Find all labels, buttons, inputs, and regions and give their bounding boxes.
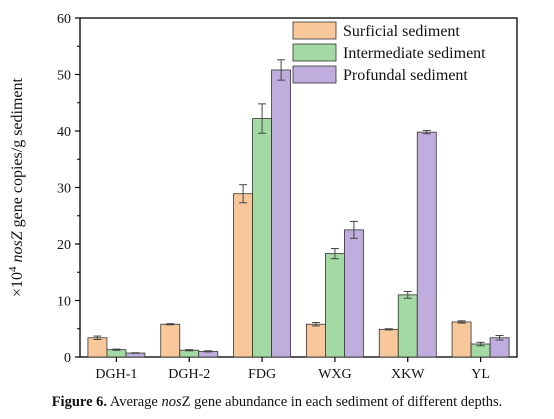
bar xyxy=(160,323,181,358)
y-axis-label-gene: nosZ xyxy=(9,230,26,266)
legend-label: Profundal sediment xyxy=(343,67,468,84)
caption-gene-tail: Z xyxy=(181,394,191,410)
bar xyxy=(106,349,127,358)
figure-caption: Figure 6. Average nosZ gene abundance in… xyxy=(0,394,554,411)
legend-label: Intermediate sediment xyxy=(343,45,486,62)
bar xyxy=(397,294,418,358)
bar xyxy=(489,337,510,358)
legend: Surficial sediment Intermediate sediment P… xyxy=(292,21,486,84)
legend-swatch xyxy=(292,65,337,84)
caption-label: Figure 6. xyxy=(51,394,108,410)
y-tick-label: 20 xyxy=(57,238,71,253)
legend-swatch xyxy=(292,21,337,40)
x-tick-label: DGH-1 xyxy=(95,367,137,382)
y-tick-label: 60 xyxy=(57,12,71,27)
plot-area: 0 10 20 30 40 50 60 ×104 nosZ gene copies/g sed… xyxy=(7,12,518,382)
x-tick-label: WXG xyxy=(318,367,351,382)
y-tick-label: 30 xyxy=(57,182,71,197)
x-tick-label: FDG xyxy=(248,367,276,382)
bar xyxy=(87,337,108,358)
caption-gene-italic: nos xyxy=(161,394,182,410)
y-axis-label-exponent: 4 xyxy=(7,266,19,272)
caption-text-before: Average xyxy=(107,394,162,410)
bar xyxy=(451,321,472,358)
caption-text-after: gene abundance in each sediment of diffe… xyxy=(190,394,503,410)
bar xyxy=(271,69,291,358)
x-tick-label: XKW xyxy=(391,367,425,382)
x-tick-label: DGH-2 xyxy=(168,367,210,382)
legend-swatch xyxy=(292,43,337,62)
y-tick-label: 40 xyxy=(57,125,71,140)
bar xyxy=(252,118,272,358)
y-axis-label: ×104 nosZ gene copies/g sediment xyxy=(7,77,26,297)
bar xyxy=(344,229,364,358)
bar xyxy=(233,193,253,358)
legend-label: Surficial sediment xyxy=(343,23,460,40)
y-tick-label: 0 xyxy=(64,351,71,366)
y-tick-label: 50 xyxy=(57,69,71,84)
y-axis-label-prefix: ×10 xyxy=(9,272,26,297)
y-axis-label-suffix: gene copies/g sediment xyxy=(9,77,26,231)
bar xyxy=(325,253,345,358)
bar xyxy=(416,131,437,358)
x-tick-label: YL xyxy=(471,367,490,382)
bar xyxy=(378,328,399,358)
bar xyxy=(306,323,326,358)
y-tick-label: 10 xyxy=(57,295,71,310)
